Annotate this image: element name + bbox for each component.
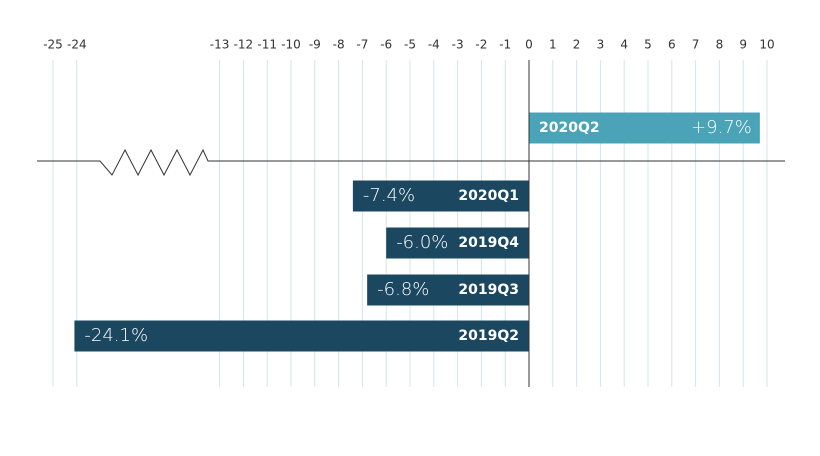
x-tick-label: -8 [333,38,345,52]
x-tick-label: -11 [257,38,277,52]
x-tick-label: -10 [281,38,301,52]
bar [74,320,530,352]
axis-break [95,148,212,177]
x-tick-label: -7 [356,38,368,52]
x-tick-label: 8 [716,38,724,52]
x-tick-label: -1 [499,38,511,52]
bar [352,180,529,212]
x-tick-label: 9 [739,38,747,52]
category-label: 2019Q2 [458,328,519,344]
x-tick-label: 0 [525,38,533,52]
value-label: -6.8% [377,279,429,300]
bar [386,227,529,259]
category-label: 2020Q1 [458,188,519,204]
category-label: 2019Q3 [458,282,519,298]
x-tick-label: -2 [475,38,487,52]
x-tick-label: 1 [549,38,557,52]
x-tick-label: -5 [404,38,416,52]
x-tick-label: 4 [620,38,628,52]
x-tick-label: -12 [234,38,254,52]
bar [529,112,760,144]
x-tick-label: -9 [309,38,321,52]
x-tick-label: 2 [573,38,581,52]
x-tick-label: -6 [380,38,392,52]
x-tick-label: 7 [692,38,700,52]
x-tick-label: 5 [644,38,652,52]
category-label: 2020Q2 [539,120,600,136]
x-tick-label: 3 [597,38,605,52]
value-label: -7.4% [363,185,415,206]
x-tick-label: -3 [452,38,464,52]
x-tick-label: 10 [759,38,774,52]
x-tick-label: -13 [210,38,230,52]
value-label: -6.0% [396,232,448,253]
x-tick-label: 6 [668,38,676,52]
x-tick-label: -24 [67,38,87,52]
x-tick-label: -25 [43,38,63,52]
x-tick-label: -4 [428,38,440,52]
value-label: +9.7% [691,117,752,138]
bar [367,274,529,306]
category-label: 2019Q4 [458,235,519,251]
value-label: -24.1% [84,325,148,346]
